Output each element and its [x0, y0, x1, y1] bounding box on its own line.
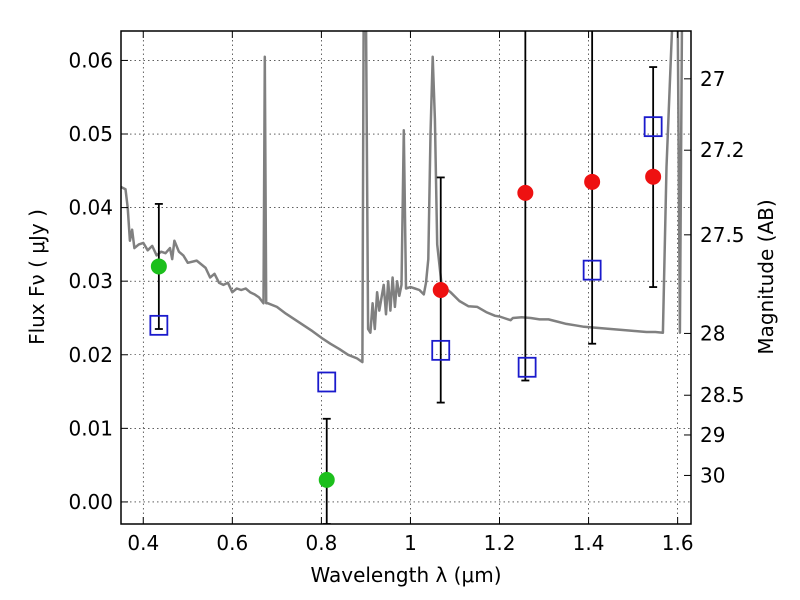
x-tick-label: 0.8: [305, 531, 337, 555]
y-tick-label: 0.04: [68, 196, 113, 220]
data-point-circle: [645, 168, 662, 185]
y2-tick-label: 27.5: [700, 223, 745, 247]
y-tick-label: 0.00: [68, 490, 113, 514]
data-points: [149, 116, 663, 488]
y2-tick-label: 29: [700, 423, 725, 447]
data-point-square: [317, 371, 337, 393]
y-tick-label: 0.03: [68, 269, 113, 293]
data-point-circle: [584, 173, 601, 190]
data-point-circle: [517, 184, 534, 201]
data-point-square: [517, 356, 537, 378]
x-tick-label: 1: [404, 531, 417, 555]
model-spectrum: [121, 31, 684, 364]
data-point-square: [431, 339, 451, 361]
x-axis-ticks: 0.4 0.6 0.8 1 1.2 1.4 1.6: [127, 31, 694, 555]
data-point-circle: [318, 471, 335, 488]
y2-axis-ticks: 27 27.2 27.5 28 28.5 29 30: [684, 67, 745, 487]
data-point-square: [643, 116, 663, 138]
model-spectrum-line: [121, 31, 684, 364]
y2-tick-label: 27.2: [700, 138, 745, 162]
plot-frame: [120, 30, 692, 525]
x-axis-label: Wavelength λ (μm): [310, 563, 501, 587]
x-tick-label: 1.2: [484, 531, 516, 555]
data-point-circle: [150, 258, 167, 275]
x-tick-label: 0.6: [216, 531, 248, 555]
y2-tick-label: 27: [700, 67, 725, 91]
y2-tick-label: 28: [700, 321, 725, 345]
y-tick-label: 0.05: [68, 122, 113, 146]
y2-axis-label: Magnitude (AB): [754, 199, 778, 354]
y-tick-label: 0.01: [68, 416, 113, 440]
x-tick-label: 1.4: [573, 531, 605, 555]
data-point-circle: [432, 282, 449, 299]
x-tick-label: 0.4: [127, 531, 159, 555]
x-tick-label: 1.6: [662, 531, 694, 555]
data-point-square: [582, 259, 602, 281]
y2-tick-label: 28.5: [700, 383, 745, 407]
grid-lines: [121, 31, 691, 524]
y-tick-label: 0.02: [68, 343, 113, 367]
y-axis-label: Flux Fν ( μJy ): [25, 209, 49, 345]
data-point-square: [149, 314, 169, 336]
y2-tick-label: 30: [700, 463, 725, 487]
y-tick-label: 0.06: [68, 48, 113, 72]
y-axis-ticks: 0.00 0.01 0.02 0.03 0.04 0.05 0.06: [68, 48, 128, 514]
